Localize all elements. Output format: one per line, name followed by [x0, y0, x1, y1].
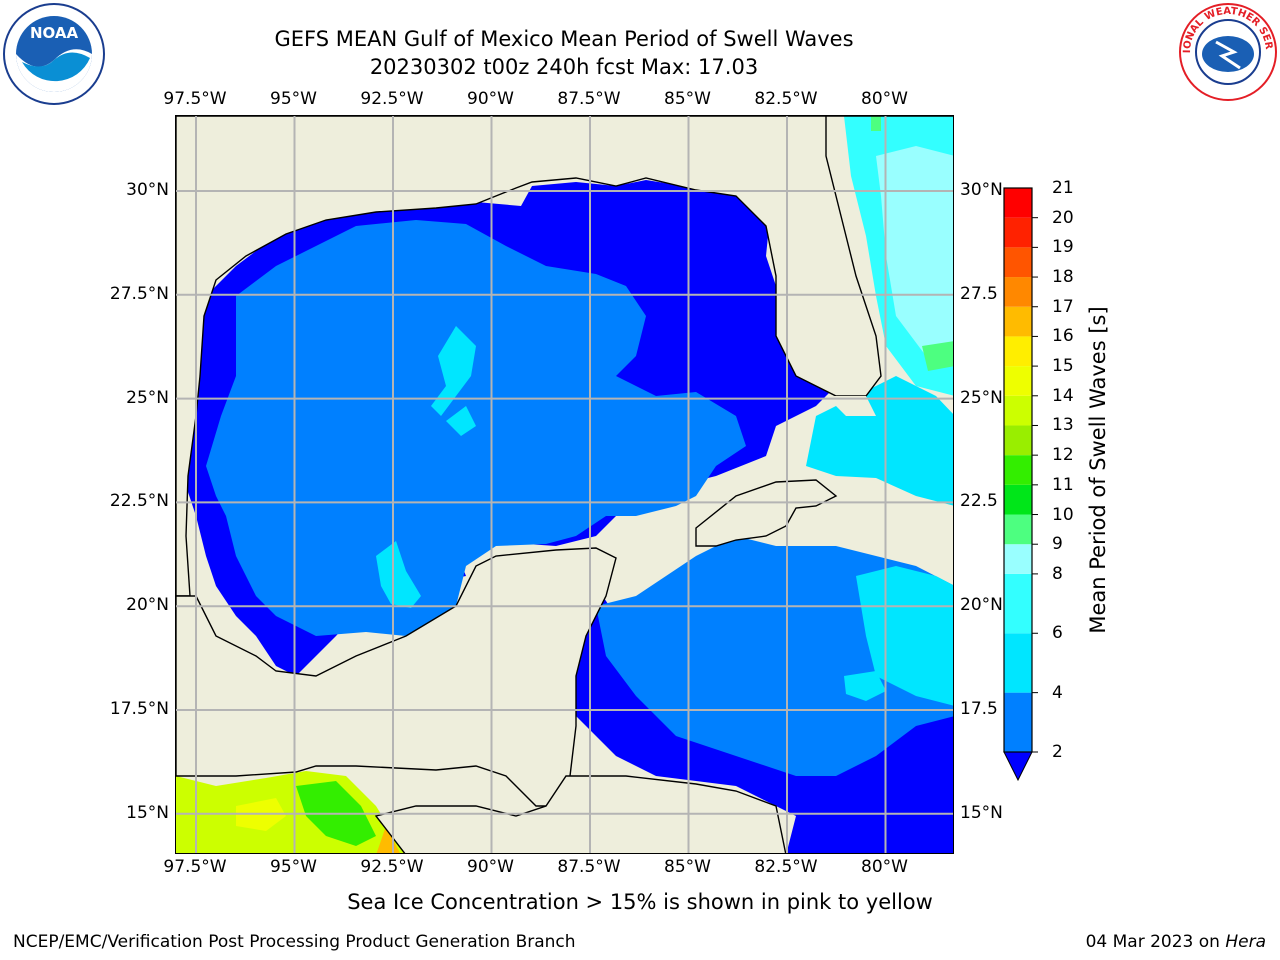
yucatan-land — [176, 547, 617, 807]
longitude-tick-label: 95°W — [270, 857, 317, 877]
colorbar-band — [1004, 692, 1032, 752]
machine-name: Hera — [1225, 932, 1266, 952]
longitude-tick-label: 87.5°W — [557, 857, 621, 877]
map-subtitle: 20230302 t00z 240h fcst Max: 17.03 — [369, 55, 759, 79]
atlantic-9-10s-patch — [922, 341, 953, 371]
atlantic-8-9s-region — [876, 146, 953, 366]
colorbar-band — [1004, 395, 1032, 426]
longitude-tick-label: 90°W — [467, 89, 514, 109]
credit-line: NCEP/EMC/Verification Post Processing Pr… — [13, 932, 576, 952]
colorbar-under-arrow — [1003, 751, 1033, 782]
gulf-4-6s-patch — [431, 326, 476, 416]
latitude-tick-label: 20°N — [126, 595, 169, 616]
gulf-2-4s-region — [206, 220, 746, 636]
map-panel — [175, 115, 954, 854]
latitude-tick-label: 17.5°N — [109, 699, 169, 719]
colorbar-tick-label: 2 — [1052, 742, 1063, 762]
map-title: GEFS MEAN Gulf of Mexico Mean Period of … — [274, 27, 854, 51]
longitude-tick-label: 90°W — [467, 857, 514, 877]
colorbar-tick-label: 18 — [1052, 267, 1074, 288]
colorbar-tick-label: 8 — [1052, 563, 1063, 584]
colorbar-band — [1004, 544, 1032, 574]
colorbar-band — [1004, 455, 1032, 485]
colorbar-band — [1004, 217, 1032, 248]
latitude-tick-label: 15°N — [126, 802, 169, 823]
longitude-tick-label: 95°W — [270, 89, 317, 109]
colorbar-band — [1004, 484, 1032, 515]
colorbar-tick-label: 15 — [1052, 356, 1074, 377]
pacific-16-17s-patch — [376, 826, 400, 853]
longitude-tick-label: 92.5°W — [360, 857, 424, 877]
colorbar — [1003, 187, 1038, 782]
longitude-tick-label: 82.5°W — [754, 857, 818, 877]
colorbar-title: Mean Period of Swell Waves [s] — [1086, 306, 1110, 634]
colorbar-border — [1003, 187, 1033, 753]
map-canvas — [176, 116, 953, 853]
latitude-tick-label: 22.5°N — [109, 491, 169, 512]
colorbar-tick-label: 19 — [1052, 237, 1074, 258]
colorbar-tick-label: 4 — [1052, 682, 1063, 703]
colorbar-tick-label: 14 — [1052, 385, 1074, 406]
gulf-4-6s-patch — [376, 541, 421, 608]
latitude-tick-label: 17.5 — [960, 699, 998, 719]
latitude-tick-label: 20°N — [960, 595, 1003, 616]
colorbar-tick-label: 17 — [1052, 296, 1074, 317]
cuba-land — [695, 479, 838, 547]
latitude-tick-label: 25°N — [126, 387, 169, 408]
colorbar-band — [1004, 573, 1032, 634]
colorbar-tick-label: 16 — [1052, 326, 1074, 347]
colorbar-band — [1004, 188, 1032, 218]
colorbar-tick-label: 21 — [1052, 178, 1074, 198]
date-text: 04 Mar 2023 on — [1085, 932, 1226, 952]
colorbar-tick-label: 9 — [1052, 534, 1063, 555]
colorbar-band — [1004, 277, 1032, 307]
latitude-tick-label: 25°N — [960, 387, 1003, 408]
longitude-tick-label: 82.5°W — [754, 89, 818, 109]
svg-text:NOAA: NOAA — [30, 24, 79, 42]
longitude-tick-label: 97.5°W — [163, 89, 227, 109]
longitude-tick-label: 85°W — [664, 857, 711, 877]
usa-gulf-coast-land — [176, 116, 953, 597]
colorbar-band — [1004, 366, 1032, 396]
colorbar-bands — [1004, 188, 1038, 753]
latitude-tick-label: 27.5°N — [109, 283, 169, 304]
sea-ice-note: Sea Ice Concentration > 15% is shown in … — [347, 890, 933, 914]
longitude-tick-label: 97.5°W — [163, 857, 227, 877]
colorbar-band — [1004, 633, 1032, 693]
colorbar-tick-label: 13 — [1052, 415, 1074, 436]
colorbar-band — [1004, 514, 1032, 545]
florida-keys-land — [826, 396, 876, 416]
longitude-tick-label: 87.5°W — [557, 89, 621, 109]
longitude-tick-label: 92.5°W — [360, 89, 424, 109]
caribbean-4-6s-region — [856, 566, 953, 706]
colorbar-band — [1004, 425, 1032, 456]
caribbean-under-2s-region — [576, 586, 953, 853]
colorbar-tick-label: 11 — [1052, 474, 1074, 495]
colorbar-band — [1004, 336, 1032, 367]
colorbar-tick-label: 20 — [1052, 207, 1074, 228]
latitude-tick-label: 22.5 — [960, 491, 998, 512]
longitude-tick-label: 80°W — [861, 89, 908, 109]
colorbar-band — [1004, 247, 1032, 278]
latitude-tick-label: 30°N — [960, 180, 1003, 200]
latitude-tick-label: 30°N — [126, 180, 169, 200]
longitude-tick-label: 80°W — [861, 857, 908, 877]
colorbar-tick-label: 12 — [1052, 445, 1074, 466]
caribbean-4-6s-patch — [844, 671, 886, 701]
colorbar-tick-label: 10 — [1052, 504, 1074, 525]
latitude-tick-label: 15°N — [960, 802, 1003, 823]
atlantic-9-10s-patch — [871, 116, 881, 131]
gulf-4-6s-patch — [446, 406, 476, 436]
colorbar-band — [1004, 306, 1032, 337]
lat-lon-grid — [176, 116, 953, 853]
nws-logo: NATIONAL WEATHER SERVICE — [1178, 2, 1277, 101]
date-stamp: 04 Mar 2023 on Hera — [1086, 932, 1266, 952]
latitude-tick-label: 27.5 — [960, 283, 998, 304]
noaa-logo: NOAA — [3, 3, 105, 105]
colorbar-tick-label: 6 — [1052, 623, 1063, 644]
longitude-tick-label: 85°W — [664, 89, 711, 109]
